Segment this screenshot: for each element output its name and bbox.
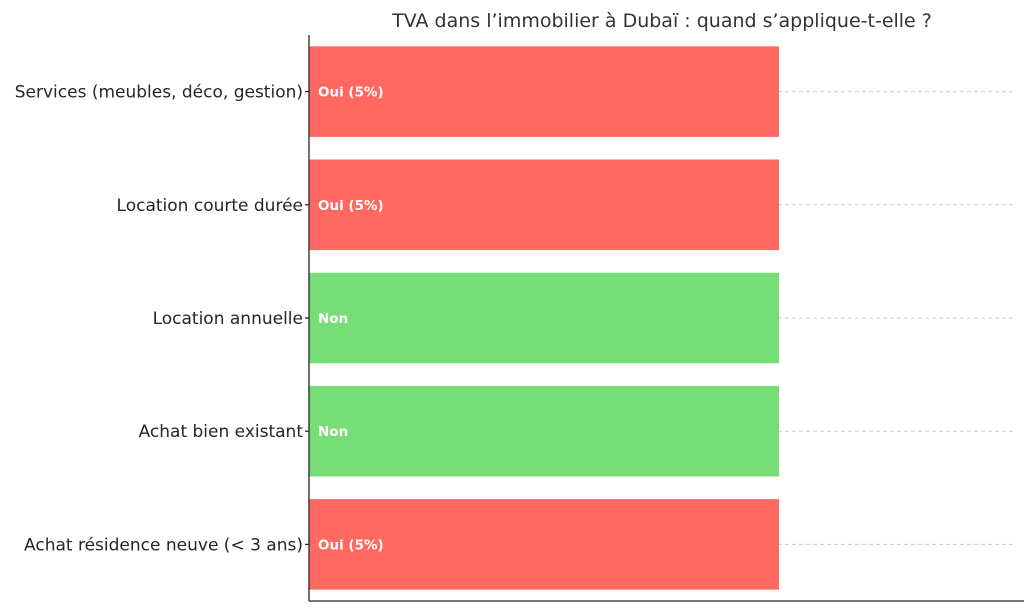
bar-value-label: Oui (5%): [318, 537, 384, 553]
bar-value-label: Oui (5%): [318, 85, 384, 101]
bar-value-label: Non: [318, 311, 348, 327]
category-label: Location courte durée: [117, 196, 303, 216]
bar: [309, 385, 779, 477]
bars: Oui (5%) Oui (5%) Non Non Oui (5%): [309, 46, 779, 590]
bar: [309, 272, 779, 364]
bar: [309, 159, 779, 251]
category-label: Services (meubles, déco, gestion): [15, 83, 303, 103]
category-label: Achat résidence neuve (< 3 ans): [24, 535, 303, 555]
category-label: Achat bien existant: [139, 422, 304, 442]
bar: [309, 46, 779, 137]
bar: [309, 499, 779, 590]
bar-value-label: Oui (5%): [318, 198, 384, 214]
chart-title: TVA dans l’immobilier à Dubaï : quand s’…: [391, 10, 932, 32]
category-label: Location annuelle: [153, 309, 303, 329]
category-labels: Services (meubles, déco, gestion) Locatio…: [15, 83, 309, 555]
bar-value-label: Non: [318, 424, 348, 440]
